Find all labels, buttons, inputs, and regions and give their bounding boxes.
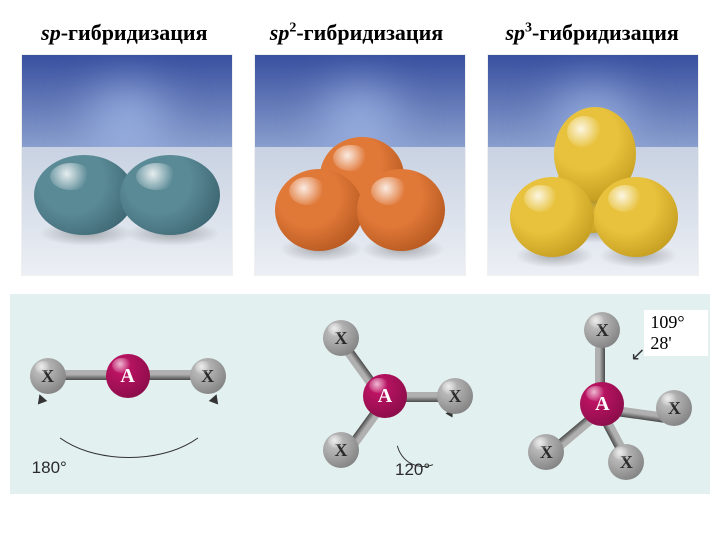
orbital-panel-sp2 xyxy=(254,54,466,276)
orbital-lobe xyxy=(594,177,678,257)
orbital-row xyxy=(0,54,720,276)
title-sp-prefix: sp xyxy=(41,20,61,45)
orbital-lobe xyxy=(120,155,220,235)
atom-X: X xyxy=(656,390,692,426)
atom-X: X xyxy=(323,432,359,468)
orbital-lobe xyxy=(510,177,594,257)
atom-X: X xyxy=(323,320,359,356)
molecule-panel-sp3: AXXXX109° 28'↙ xyxy=(478,294,708,494)
angle-label-sp: 180° xyxy=(32,458,67,478)
orbital-lobe xyxy=(34,155,134,235)
atom-A: A xyxy=(106,354,150,398)
angle-label-sp3: 109° 28' xyxy=(644,310,708,356)
atom-A: A xyxy=(363,374,407,418)
title-sp: sp-гибридизация xyxy=(41,20,207,46)
molecule-panel-sp: A X X 180° xyxy=(12,294,242,494)
atom-A: A xyxy=(580,382,624,426)
atom-X: X xyxy=(437,378,473,414)
title-sp3: sp3-гибридизация xyxy=(505,20,678,46)
molecule-panel-sp2: AX X X 120° xyxy=(245,294,475,494)
title-sp2-suffix: -гибридизация xyxy=(296,20,443,45)
atom-X: X xyxy=(608,444,644,480)
title-sp2: sp2-гибридизация xyxy=(270,20,443,46)
orbital-panel-sp xyxy=(21,54,233,276)
title-sp3-sup: 3 xyxy=(525,21,532,36)
atom-X: X xyxy=(190,358,226,394)
title-sp3-suffix: -гибридизация xyxy=(532,20,679,45)
angle-label-sp2: 120° xyxy=(395,460,430,480)
title-sp3-prefix: sp xyxy=(505,20,525,45)
molecule-row: AXX180° AXXX120° AXXXX109° 28'↙ xyxy=(10,294,710,494)
orbital-lobe xyxy=(357,169,445,251)
atom-X: X xyxy=(30,358,66,394)
atom-X: X xyxy=(584,312,620,348)
orbital-panel-sp3 xyxy=(487,54,699,276)
title-sp-suffix: -гибридизация xyxy=(61,20,208,45)
title-sp2-prefix: sp xyxy=(270,20,290,45)
orbital-lobe xyxy=(275,169,363,251)
atom-X: X xyxy=(528,434,564,470)
